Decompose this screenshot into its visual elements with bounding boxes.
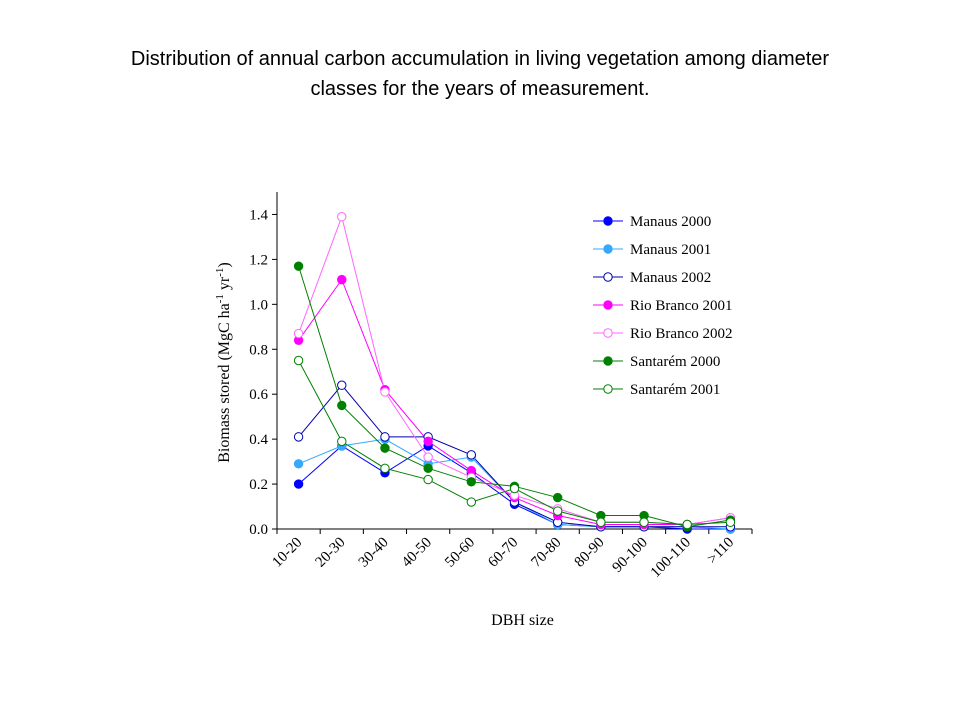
chart-title-line-1: Distribution of annual carbon accumulati… xyxy=(130,48,830,70)
chart-title: Distribution of annual carbon accumulati… xyxy=(0,44,960,104)
legend-marker xyxy=(603,244,613,254)
x-tick-label: 30-40 xyxy=(356,535,392,571)
data-point xyxy=(380,463,390,474)
legend-marker xyxy=(603,300,613,310)
data-point xyxy=(380,387,390,397)
data-point xyxy=(380,443,390,453)
y-axis-label-part: Biomass stored (MgC ha xyxy=(216,303,233,463)
legend-marker xyxy=(603,216,613,226)
data-point xyxy=(466,497,477,507)
y-tick-label: 0.8 xyxy=(249,342,268,358)
y-axis-label-part: ) xyxy=(216,262,233,267)
legend-marker xyxy=(603,384,613,394)
data-point xyxy=(423,452,433,462)
data-point xyxy=(337,212,347,222)
data-point xyxy=(337,436,347,447)
x-tick-label: 100-110 xyxy=(648,535,694,581)
data-point xyxy=(423,436,433,447)
data-point xyxy=(293,459,304,469)
data-point xyxy=(639,517,649,527)
x-tick-label: 40-50 xyxy=(399,535,435,571)
y-tick-label: 1.4 xyxy=(249,207,268,223)
legend-label: Santarém 2001 xyxy=(630,382,720,398)
data-point xyxy=(466,477,477,487)
data-point xyxy=(293,432,304,442)
data-point xyxy=(293,355,304,366)
data-point xyxy=(293,328,304,339)
data-point xyxy=(337,274,347,285)
data-point xyxy=(552,506,563,516)
legend-label: Santarém 2000 xyxy=(630,354,720,370)
data-point xyxy=(293,479,304,489)
series-line xyxy=(298,215,731,526)
data-point xyxy=(725,517,736,527)
legend-marker xyxy=(603,356,613,366)
x-tick-label: 50-60 xyxy=(442,535,478,571)
legend-label: Rio Branco 2002 xyxy=(630,326,733,342)
x-tick-label: 10-20 xyxy=(269,535,305,571)
x-tick-label: >110 xyxy=(704,535,737,568)
legend-label: Manaus 2001 xyxy=(630,242,711,258)
y-tick-label: 0.2 xyxy=(249,477,268,493)
legend-label: Manaus 2000 xyxy=(630,214,711,230)
data-point xyxy=(509,483,520,494)
y-axis-label: Biomass stored (MgC ha-1 yr-1) xyxy=(214,262,233,463)
legend-label: Rio Branco 2001 xyxy=(630,298,733,314)
x-axis-label: DBH size xyxy=(491,612,554,629)
data-point xyxy=(293,261,304,271)
data-point xyxy=(682,519,692,530)
y-tick-label: 1.0 xyxy=(249,297,268,313)
y-tick-label: 0.4 xyxy=(249,432,268,448)
data-point xyxy=(423,463,433,474)
data-point xyxy=(466,450,477,460)
data-point xyxy=(423,474,433,485)
x-tick-label: 20-30 xyxy=(313,535,349,571)
data-point xyxy=(596,517,606,527)
legend-marker xyxy=(603,272,613,282)
x-tick-label: 70-80 xyxy=(528,535,564,571)
data-point xyxy=(380,432,390,442)
data-point xyxy=(337,380,347,390)
x-tick-label: 60-70 xyxy=(485,535,521,571)
y-tick-label: 0.0 xyxy=(249,522,268,538)
y-tick-label: 1.2 xyxy=(249,252,268,268)
legend-label: Manaus 2002 xyxy=(630,270,711,286)
y-axis-label-part: -1 xyxy=(214,294,226,303)
y-axis-label-part: -1 xyxy=(214,268,226,277)
x-tick-label: 90-100 xyxy=(610,535,651,576)
legend-marker xyxy=(603,328,613,338)
x-tick-label: 80-90 xyxy=(572,535,608,571)
y-axis-label-part: yr xyxy=(216,276,233,294)
data-point xyxy=(337,400,347,411)
y-tick-label: 0.6 xyxy=(249,387,268,403)
chart-title-line-2: classes for the years of measurement. xyxy=(310,78,650,100)
data-point xyxy=(552,492,563,503)
